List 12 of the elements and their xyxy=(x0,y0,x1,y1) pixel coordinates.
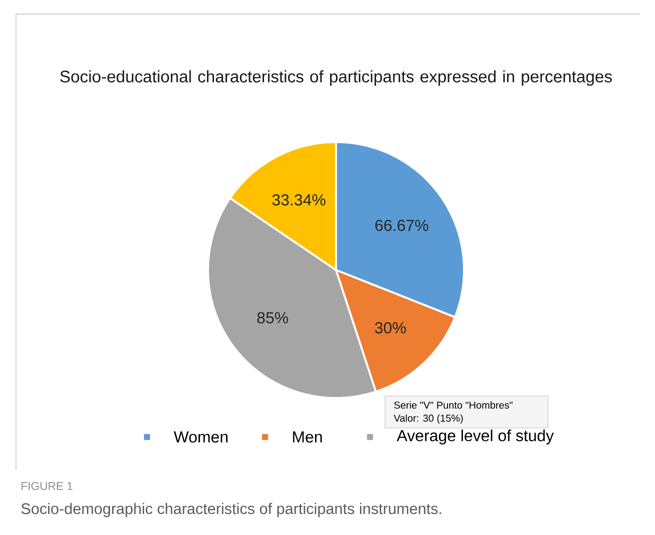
legend-label: Average level of study xyxy=(396,430,554,444)
caption: FIGURE 1 xyxy=(22,482,72,490)
data-label: 85% xyxy=(257,312,288,324)
text: Serie "V" Punto "Hombres" xyxy=(394,401,513,409)
text: Socio-demographic characteristics of participants instruments. xyxy=(21,502,442,518)
text: Valor: 30 (15%) xyxy=(394,414,463,424)
data-label: 66.67% xyxy=(375,220,428,232)
legend-label: Men xyxy=(293,431,322,443)
legend-label: Women xyxy=(174,431,228,443)
data-label: 30% xyxy=(374,322,406,334)
chart-title: Socio-educational characteristics of participants expressed in percentages xyxy=(60,70,612,86)
data-label: 33.34% xyxy=(272,194,326,206)
